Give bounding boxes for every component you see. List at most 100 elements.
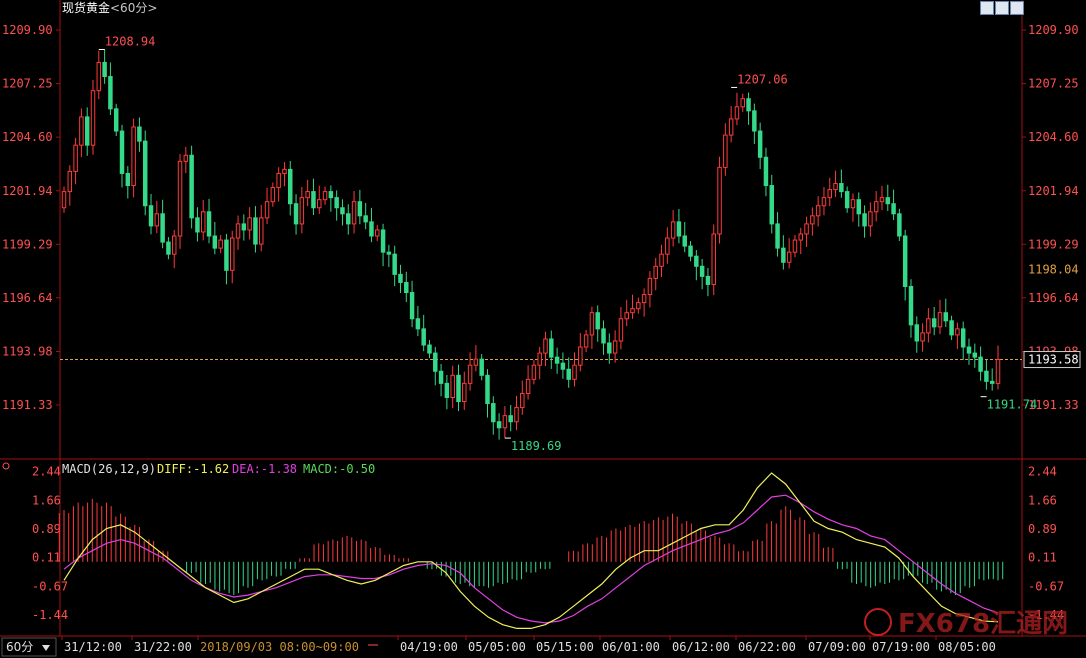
- price-tick-left: 1191.33: [2, 398, 53, 412]
- candle: [879, 185, 885, 211]
- watermark-logo-icon: [864, 608, 892, 636]
- candle-body: [113, 108, 119, 132]
- candle-body: [699, 265, 705, 277]
- candle: [450, 365, 455, 409]
- candle: [665, 227, 670, 264]
- candle-body: [537, 352, 542, 366]
- candle-body: [404, 281, 409, 294]
- candle: [200, 200, 206, 241]
- candle: [856, 192, 862, 227]
- candle: [113, 103, 119, 137]
- candle-body: [363, 215, 368, 223]
- candle-body: [328, 191, 334, 199]
- candle-body: [630, 308, 635, 314]
- candle-body: [543, 338, 548, 354]
- candle: [583, 329, 589, 353]
- candle-body: [966, 346, 972, 354]
- price-tick-left: 1201.94: [2, 184, 53, 198]
- candle: [873, 191, 879, 222]
- time-label: 06/12:00: [672, 640, 730, 654]
- candle: [862, 205, 867, 238]
- candle: [543, 331, 548, 366]
- candle: [827, 177, 833, 207]
- candle-body: [815, 205, 821, 217]
- price-tick-right: 1207.25: [1028, 77, 1079, 91]
- list-icon[interactable]: [995, 1, 1009, 15]
- price-tick-left: 1199.29: [2, 237, 53, 251]
- candle-body: [340, 207, 345, 215]
- candle: [560, 352, 566, 379]
- candle: [346, 204, 351, 235]
- candle: [920, 323, 925, 352]
- price-tick-left: 1204.60: [2, 130, 53, 144]
- candle-body: [433, 352, 438, 372]
- price-tick-right: 1191.33: [1028, 398, 1079, 412]
- candle: [908, 279, 914, 338]
- fullscreen-icon[interactable]: [1010, 1, 1024, 15]
- candle: [154, 200, 160, 234]
- candle: [653, 257, 658, 291]
- candle: [467, 352, 473, 391]
- candle-body: [67, 170, 73, 193]
- candle: [821, 187, 827, 216]
- price-tick-left: 1196.64: [2, 291, 53, 305]
- candle-body: [531, 364, 537, 380]
- candle: [705, 267, 711, 297]
- candle: [757, 122, 763, 170]
- candle: [392, 245, 397, 287]
- candle-body: [839, 183, 844, 193]
- candle: [734, 92, 740, 126]
- view-toggle-icon[interactable]: [980, 1, 994, 15]
- candle: [995, 345, 1001, 390]
- candle-body: [688, 245, 693, 257]
- candle-body: [119, 130, 125, 174]
- candle: [595, 305, 600, 342]
- candle-body: [357, 201, 363, 217]
- candle-body: [508, 415, 513, 423]
- candle-body: [601, 328, 606, 344]
- candle: [525, 365, 531, 400]
- candle: [566, 357, 571, 388]
- candle: [775, 212, 780, 257]
- candle: [711, 224, 716, 296]
- candle-body: [804, 223, 809, 235]
- candle-body: [844, 191, 850, 209]
- candle: [462, 371, 467, 410]
- candle: [73, 137, 78, 185]
- candle-body: [311, 191, 316, 209]
- candle-body: [189, 154, 194, 219]
- candle-body: [427, 344, 432, 354]
- candle: [317, 185, 322, 214]
- price-tick-extra: 1198.04: [1028, 263, 1079, 277]
- candle-body: [317, 199, 322, 209]
- candle: [415, 305, 421, 337]
- candle: [589, 306, 595, 349]
- candle: [340, 199, 345, 226]
- candle-body: [299, 197, 305, 225]
- candle: [578, 333, 583, 372]
- candle: [850, 193, 856, 222]
- candle: [607, 333, 612, 364]
- candle-body: [728, 118, 734, 136]
- candle: [224, 233, 229, 285]
- candle: [311, 178, 316, 216]
- macd-tick-left: 1.66: [32, 493, 61, 507]
- candle: [218, 235, 223, 254]
- candle: [792, 235, 798, 258]
- candle: [166, 237, 171, 260]
- candle-body: [520, 392, 525, 409]
- candle: [728, 106, 734, 143]
- candle: [212, 221, 218, 255]
- candle: [67, 165, 73, 206]
- candle-body: [73, 144, 78, 172]
- candle-body: [862, 213, 867, 227]
- candle-body: [218, 239, 223, 249]
- candle-body: [659, 253, 664, 267]
- candle: [520, 380, 525, 415]
- candle-body: [409, 292, 415, 320]
- candle: [438, 363, 444, 397]
- candle-body: [636, 302, 641, 310]
- candle: [955, 322, 960, 349]
- candle: [90, 80, 96, 155]
- candle: [433, 346, 438, 386]
